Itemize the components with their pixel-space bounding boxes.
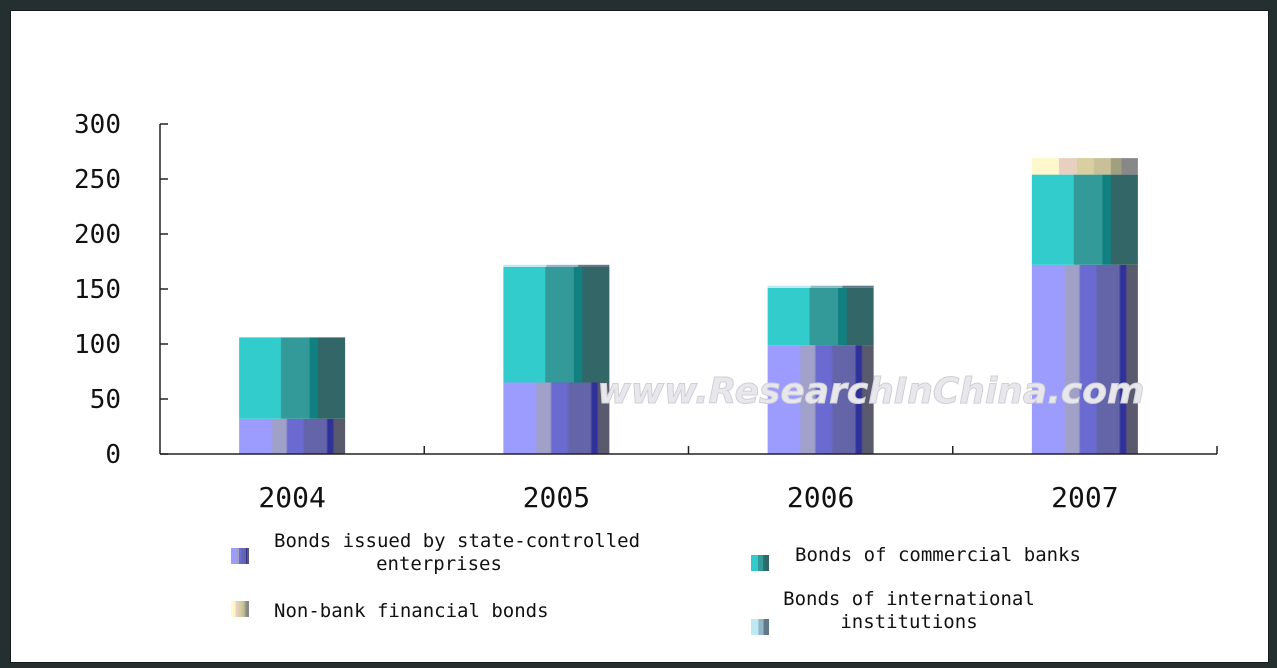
legend-swatch bbox=[231, 548, 249, 564]
plot-area bbox=[239, 158, 1138, 454]
bar-segment bbox=[239, 337, 346, 419]
legend-item: Non-bank financial bonds bbox=[231, 600, 549, 622]
x-tick-label: 2005 bbox=[523, 481, 590, 514]
legend-item: Bonds of commercial banks bbox=[751, 544, 1081, 571]
legend-label: Bonds of international bbox=[783, 588, 1035, 610]
bar-segment bbox=[767, 287, 874, 346]
y-tick-label: 0 bbox=[105, 440, 121, 470]
bar-segment bbox=[767, 285, 874, 288]
x-ticks: 2004 2005 2006 2007 bbox=[258, 446, 1218, 514]
legend-swatch bbox=[751, 555, 769, 571]
legend-label: Non-bank financial bonds bbox=[274, 600, 549, 622]
y-tick-label: 50 bbox=[90, 385, 121, 415]
bar-segment bbox=[239, 418, 346, 454]
y-tick-label: 150 bbox=[74, 275, 121, 305]
x-tick-label: 2006 bbox=[787, 481, 854, 514]
y-tick-label: 300 bbox=[74, 110, 121, 140]
bar-segment bbox=[503, 267, 610, 383]
bar-segment bbox=[1031, 158, 1138, 175]
legend-label: institutions bbox=[840, 611, 977, 633]
bar-segment bbox=[767, 345, 874, 454]
legend-label: Bonds of commercial banks bbox=[795, 544, 1081, 566]
legend-swatch bbox=[231, 601, 249, 617]
bar-segment bbox=[1031, 264, 1138, 454]
y-tick-label: 250 bbox=[74, 165, 121, 195]
legend-label: Bonds issued by state-controlled bbox=[274, 530, 640, 552]
bar-segment bbox=[503, 382, 610, 454]
y-tick-label: 100 bbox=[74, 330, 121, 360]
x-tick-label: 2007 bbox=[1051, 481, 1118, 514]
legend-item: Bonds issued by state-controlledenterpri… bbox=[231, 530, 640, 575]
bar-chart: 0 50 100 150 200 250 300 2004 2005 2006 2007 www.… bbox=[74, 110, 1218, 635]
watermark-text: www.ResearchInChina.com bbox=[598, 371, 1145, 412]
bar-segment bbox=[1031, 174, 1138, 265]
legend-label: enterprises bbox=[376, 553, 502, 575]
legend-swatch bbox=[751, 619, 769, 635]
y-tick-label: 200 bbox=[74, 220, 121, 250]
x-tick-label: 2004 bbox=[258, 481, 325, 514]
bar-segment bbox=[503, 264, 610, 267]
chart-frame: 0 50 100 150 200 250 300 2004 2005 2006 2007 www.… bbox=[10, 10, 1269, 663]
y-ticks: 0 50 100 150 200 250 300 bbox=[74, 110, 168, 470]
legend: Bonds issued by state-controlledenterpri… bbox=[231, 530, 1081, 635]
